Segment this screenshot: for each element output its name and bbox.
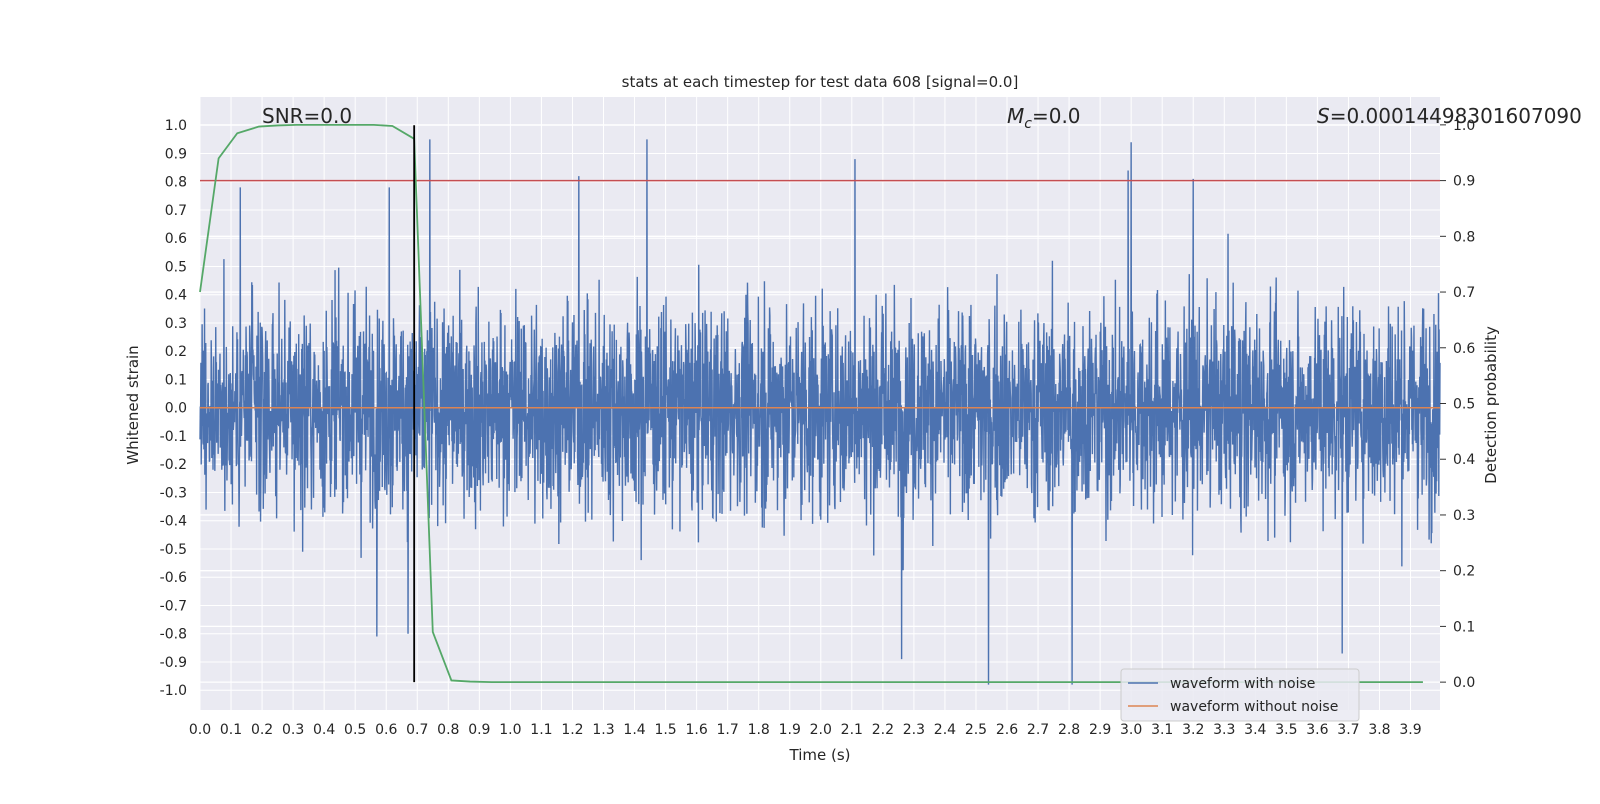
y-tick-label: 0.9	[165, 146, 187, 162]
y-tick-label: 0.5	[165, 259, 187, 275]
right-y-tick-label: 0.9	[1453, 174, 1475, 190]
x-tick-label: 2.6	[996, 722, 1018, 738]
y-tick-label: 0.6	[165, 231, 187, 247]
chirp-mass-value: =0.0	[1032, 104, 1081, 128]
chirp-mass-symbol: M	[1007, 104, 1024, 128]
x-tick-label: 0.4	[313, 722, 335, 738]
x-tick-label: 2.1	[841, 722, 863, 738]
waveform-with-noise-line	[199, 139, 1441, 685]
x-tick-label: 0.5	[344, 722, 366, 738]
x-tick-label: 1.5	[654, 722, 676, 738]
x-tick-label: 0.0	[189, 722, 211, 738]
y-tick-label: -0.2	[160, 457, 187, 473]
x-tick-labels: 0.0 0.1 0.2 0.3 0.4 0.5 0.6 0.7 0.8 0.9 1.0 1.1 1.2 1…	[189, 722, 1422, 738]
right-y-tick-label: 0.6	[1453, 341, 1475, 357]
x-tick-label: 1.0	[499, 722, 521, 738]
right-y-tick-label: 0.2	[1453, 564, 1475, 580]
x-tick-label: 3.2	[1182, 722, 1204, 738]
legend-label-noisy: waveform with noise	[1170, 676, 1315, 692]
x-tick-label: 3.4	[1244, 722, 1266, 738]
y-tick-labels: 1.0 0.9 0.8 0.7 0.6 0.5 0.4 0.3 0.2 0.1 0.0 -0.1 -0.…	[160, 118, 187, 699]
y-tick-label: 0.1	[165, 372, 187, 388]
x-tick-label: 1.7	[717, 722, 739, 738]
score-symbol: S	[1317, 104, 1330, 128]
x-tick-label: 1.8	[748, 722, 770, 738]
right-y-tick-label: 0.5	[1453, 397, 1475, 413]
y-tick-label: -0.1	[160, 429, 187, 445]
x-tick-label: 3.8	[1368, 722, 1390, 738]
x-tick-label: 3.9	[1399, 722, 1421, 738]
right-y-tick-label: 0.8	[1453, 229, 1475, 245]
right-y-tick-label: 0.0	[1453, 675, 1475, 691]
x-tick-label: 2.0	[810, 722, 832, 738]
x-tick-label: 3.7	[1337, 722, 1359, 738]
x-tick-label: 2.9	[1089, 722, 1111, 738]
y-tick-label: -0.4	[160, 514, 187, 530]
y-tick-label: -0.8	[160, 627, 187, 643]
x-tick-label: 3.3	[1213, 722, 1235, 738]
y-tick-label: -0.6	[160, 570, 187, 586]
x-tick-label: 0.7	[406, 722, 428, 738]
y-tick-label: 0.0	[165, 401, 187, 417]
x-tick-label: 2.2	[872, 722, 894, 738]
y-tick-label: 0.4	[165, 288, 187, 304]
x-tick-label: 2.7	[1027, 722, 1049, 738]
legend-label-clean: waveform without noise	[1170, 699, 1338, 715]
y-tick-label: 0.3	[165, 316, 187, 332]
x-tick-label: 0.1	[220, 722, 242, 738]
x-tick-label: 0.3	[282, 722, 304, 738]
y-tick-label: 0.8	[165, 175, 187, 191]
chirp-mass-annotation: Mc=0.0	[1007, 104, 1081, 132]
legend: waveform with noise waveform without noi…	[1120, 668, 1360, 722]
x-tick-label: 2.4	[934, 722, 956, 738]
y-axis-label: Whitened strain	[124, 345, 142, 464]
y-tick-label: -0.3	[160, 485, 187, 501]
x-tick-label: 0.9	[468, 722, 490, 738]
waveform-with-noise-series	[199, 139, 1441, 685]
x-tick-label: 0.6	[375, 722, 397, 738]
x-tick-label: 3.1	[1151, 722, 1173, 738]
x-tick-label: 1.4	[623, 722, 645, 738]
x-tick-label: 1.3	[592, 722, 614, 738]
right-y-tick-label: 0.1	[1453, 619, 1475, 635]
right-y-axis-label: Detection probability	[1482, 326, 1500, 484]
x-tick-label: 1.2	[561, 722, 583, 738]
right-y-tick-label: 0.4	[1453, 452, 1475, 468]
right-y-tick-label: 0.7	[1453, 285, 1475, 301]
x-tick-label: 1.6	[685, 722, 707, 738]
right-y-tick-label: 0.3	[1453, 508, 1475, 524]
y-tick-label: -0.7	[160, 598, 187, 614]
x-tick-label: 3.0	[1120, 722, 1142, 738]
x-tick-label: 2.8	[1058, 722, 1080, 738]
score-annotation: S=0.00014498301607090	[1317, 104, 1582, 128]
right-y-tick-label: 1.0	[1453, 118, 1475, 134]
y-tick-label: -0.5	[160, 542, 187, 558]
x-tick-label: 2.3	[903, 722, 925, 738]
x-tick-label: 3.6	[1306, 722, 1328, 738]
y-tick-label: 0.2	[165, 344, 187, 360]
x-tick-label: 3.5	[1275, 722, 1297, 738]
y-tick-label: -1.0	[160, 683, 187, 699]
x-axis-label: Time (s)	[789, 746, 851, 764]
x-tick-label: 2.5	[965, 722, 987, 738]
chirp-mass-subscript: c	[1024, 116, 1032, 132]
x-tick-label: 0.2	[251, 722, 273, 738]
y-tick-label: -0.9	[160, 655, 187, 671]
x-tick-label: 1.9	[779, 722, 801, 738]
x-tick-label: 0.8	[437, 722, 459, 738]
legend-box	[1120, 668, 1360, 722]
snr-annotation: SNR=0.0	[262, 104, 352, 128]
score-value: =0.00014498301607090	[1330, 104, 1582, 128]
x-tick-label: 1.1	[530, 722, 552, 738]
chart-title: stats at each timestep for test data 608…	[622, 73, 1019, 91]
right-y-tick-labels: 1.0 0.9 0.8 0.7 0.6 0.5 0.4 0.3 0.2 0.1 0.0	[1440, 118, 1475, 691]
y-tick-label: 1.0	[165, 118, 187, 134]
y-tick-label: 0.7	[165, 203, 187, 219]
